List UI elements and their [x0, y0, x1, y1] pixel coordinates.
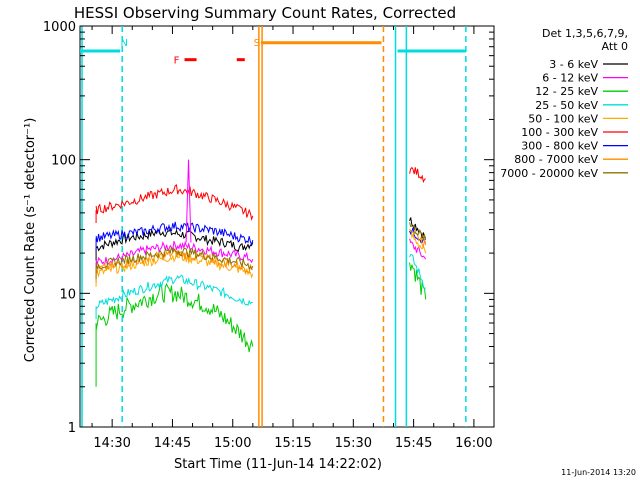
series-line-6: [95, 221, 254, 246]
y-tick-label-0: 1: [68, 421, 76, 436]
series-line-3: [95, 274, 253, 310]
plot-frame: [79, 25, 495, 428]
x-tick-label-5: 15:45: [395, 436, 432, 451]
legend-label-3: 25 - 50 keV: [535, 99, 598, 112]
footer-date: 11-Jun-2014 13:20: [561, 468, 636, 477]
annotation-f: F: [174, 56, 180, 67]
x-tick-label-6: 16:00: [455, 436, 492, 451]
plot-area: N F S: [79, 25, 495, 428]
series-line-late-2: [409, 262, 427, 300]
legend-label-4: 50 - 100 keV: [528, 112, 598, 125]
series-line-late-0: [409, 217, 427, 239]
legend-label-2: 12 - 25 keV: [535, 85, 598, 98]
y-tick-label-2: 100: [51, 154, 76, 169]
series-line-5: [95, 184, 254, 222]
legend-label-7: 800 - 7000 keV: [514, 153, 598, 166]
chart-title: HESSI Observing Summary Count Rates, Cor…: [74, 4, 456, 22]
series-line-0: [95, 226, 254, 253]
legend-label-5: 100 - 300 keV: [521, 126, 598, 139]
annotation-n: N: [120, 38, 127, 49]
legend-header-line-2: Att 0: [602, 40, 628, 53]
series-line-late-7: [409, 228, 427, 248]
y-axis: 1 10 100 1000: [43, 20, 494, 436]
legend-label-0: 3 - 6 keV: [549, 58, 598, 71]
legend-label-8: 7000 - 20000 keV: [500, 167, 598, 180]
magenta-spike: [185, 159, 192, 243]
series-line-late-3: [409, 253, 426, 290]
x-tick-label-2: 15:00: [214, 436, 251, 451]
y-tick-label-1: 10: [59, 287, 76, 302]
series-line-late-5: [409, 166, 426, 184]
x-tick-label-4: 15:30: [335, 436, 372, 451]
x-tick-label-3: 15:15: [274, 436, 311, 451]
y-axis-label: Corrected Count Rate (s⁻¹ detector⁻¹): [23, 118, 38, 363]
x-tick-label-0: 14:30: [93, 436, 130, 451]
series-line-late-1: [409, 238, 427, 260]
series-line-2: [95, 282, 254, 353]
y-tick-label-3: 1000: [43, 20, 76, 35]
legend-header-line-1: Det 1,3,5,6,7,9,: [542, 27, 628, 40]
data-layer: [80, 26, 467, 427]
x-axis-label: Start Time (11-Jun-14 14:22:02): [174, 457, 382, 472]
legend-label-1: 6 - 12 keV: [542, 72, 598, 85]
series-line-8: [95, 246, 254, 271]
legend-label-6: 300 - 800 keV: [521, 140, 598, 153]
annotation-s: S: [254, 38, 260, 49]
series-line-4: [95, 251, 254, 279]
x-axis: 14:30 14:45 15:00 15:15 15:30 15:45 16:00: [91, 26, 495, 451]
series-line-late-8: [409, 222, 427, 241]
series-line-late-4: [409, 230, 427, 254]
x-tick-label-1: 14:45: [154, 436, 191, 451]
